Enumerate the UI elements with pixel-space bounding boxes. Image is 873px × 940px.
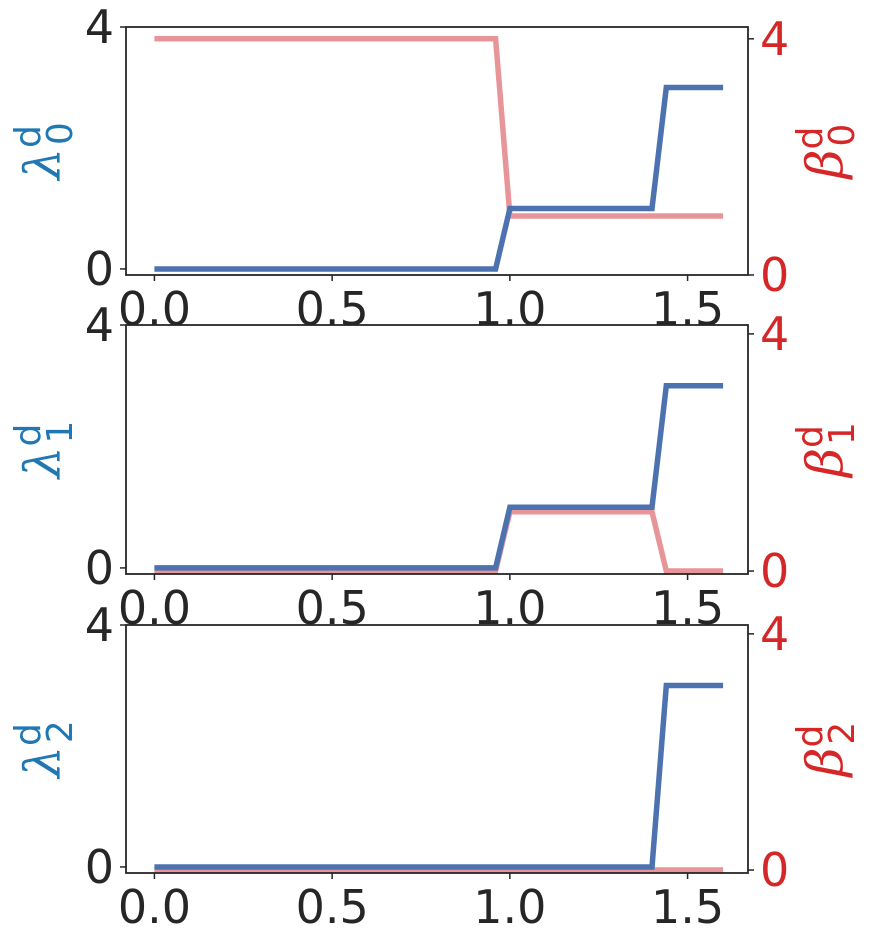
axes-frame-1: [125, 324, 749, 575]
left-y-tick-label: 4: [85, 0, 114, 54]
left-y-tick-label: 4: [85, 298, 114, 352]
x-tick-label: 0.5: [296, 880, 369, 934]
series-line-lambda-2: [154, 682, 724, 870]
series-line-beta-1: [154, 509, 724, 574]
right-y-axis-label: βd0: [790, 124, 863, 181]
axes-frame-0: [125, 26, 749, 276]
x-tick-label: 0.0: [118, 581, 191, 635]
subplot-0: 0.0 0.5 1.0 1.5 0 4 0 4 λd0 βd0: [8, 0, 863, 336]
x-tick-label: 1.5: [651, 282, 724, 336]
x-tick-label: 0.0: [118, 282, 191, 336]
axes-frame-2: [125, 624, 749, 874]
x-tick-label: 1.0: [473, 880, 546, 934]
x-tick-label: 1.5: [651, 581, 724, 635]
right-y-tick-label: 4: [760, 607, 789, 661]
series-line-beta-0: [154, 36, 724, 219]
right-y-tick-label: 4: [760, 12, 789, 66]
right-y-tick-label: 0: [760, 248, 789, 302]
left-y-tick-label: 4: [85, 598, 114, 652]
x-tick-label: 0.5: [296, 581, 369, 635]
left-y-tick-label: 0: [85, 541, 114, 595]
x-tick-label: 0.0: [118, 880, 191, 934]
right-y-tick-label: 0: [760, 843, 789, 897]
subplot-2: 0.0 0.5 1.0 1.5 0 4 0 4 λd2 βd2: [8, 598, 863, 934]
series-line-lambda-0: [154, 84, 724, 272]
right-y-axis-label: βd2: [790, 722, 863, 779]
x-tick-label: 1.0: [473, 581, 546, 635]
x-tick-label: 0.5: [296, 282, 369, 336]
series-line-lambda-1: [154, 382, 724, 571]
left-y-axis-label: λd0: [8, 122, 81, 181]
left-y-axis-label: λd1: [8, 421, 81, 480]
left-y-axis-label: λd2: [8, 720, 81, 779]
x-tick-label: 1.5: [651, 880, 724, 934]
left-y-tick-label: 0: [85, 242, 114, 296]
right-y-tick-label: 4: [760, 307, 789, 361]
left-y-tick-label: 0: [85, 840, 114, 894]
right-y-axis-label: βd1: [790, 422, 863, 479]
x-tick-label: 1.0: [473, 282, 546, 336]
right-y-tick-label: 0: [760, 544, 789, 598]
subplot-1: 0.0 0.5 1.0 1.5 0 4 0 4 λd1 βd1: [8, 298, 863, 635]
